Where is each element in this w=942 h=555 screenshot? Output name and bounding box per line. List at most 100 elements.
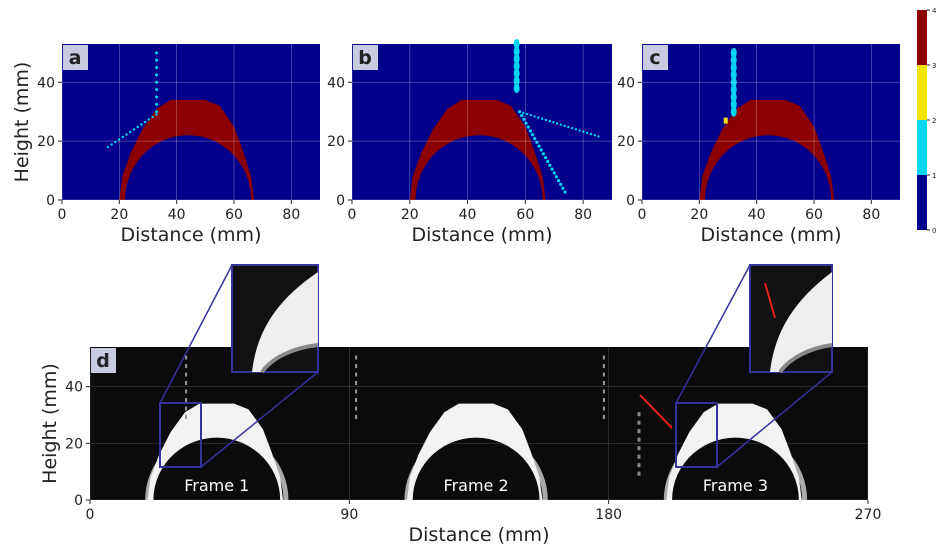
droplet [155,95,159,99]
spray [585,131,589,135]
x-tick-label: 0 [638,207,647,223]
frame-label: Frame 2 [444,476,509,495]
spray [136,125,139,129]
spray [533,136,537,141]
spray [556,178,561,183]
x-tick-label: 80 [574,207,592,223]
droplet [730,106,737,117]
droplet [513,83,520,94]
x-tick-label: 20 [401,207,419,223]
droplet [155,66,159,70]
droplet [355,406,358,411]
droplet [513,53,520,64]
droplet [730,62,737,73]
x-tick-label: 0 [86,507,95,523]
droplet [602,389,605,394]
x-tick-label: 40 [168,207,186,223]
droplet [602,398,605,402]
spray [537,116,540,119]
y-tick-label: 20 [617,134,635,150]
droplet [637,446,641,451]
spray [147,118,151,121]
droplet [602,415,605,419]
y-tick-label: 20 [37,134,55,150]
spray [155,113,158,116]
inset-ring [778,343,833,374]
colorbar-tick-label: 1 [932,172,936,180]
spray [110,143,113,146]
colorbar-segment [917,175,927,230]
x-tick-label: 40 [748,207,766,223]
x-axis-label: Distance (mm) [701,224,842,246]
droplet [730,99,737,110]
droplet [730,55,737,66]
x-tick-label: 40 [459,207,477,223]
dome [666,403,802,500]
droplet [602,364,605,368]
spray [143,120,147,124]
spot [723,117,728,124]
droplet [185,372,188,377]
zoom-box [675,402,718,468]
spray [539,148,543,152]
panel-label-box [91,348,116,373]
spray [548,119,551,123]
droplet [730,47,737,58]
panel-label-box [353,45,378,70]
spray [570,126,574,130]
panel-label-box [643,45,668,70]
spray [589,132,593,136]
panel-label: c [649,47,660,69]
droplet [730,77,737,88]
spray [121,135,124,139]
droplet [155,102,159,106]
x-tick-label: 80 [282,207,300,223]
spray [559,182,563,186]
droplet [730,69,737,80]
droplet [155,88,159,92]
droplet [155,110,159,114]
droplet [355,372,358,377]
spray [561,186,565,190]
spray [129,130,132,134]
droplet [637,412,641,417]
spray [597,135,600,138]
droplet [155,80,159,84]
x-tick-label: 80 [862,207,880,223]
panel-label: d [96,350,110,372]
droplet [637,471,641,476]
droplet [602,355,605,360]
x-tick-label: 180 [595,507,622,523]
spray [106,145,110,149]
y-tick-label: 40 [37,75,55,91]
colorbar-tick-label: 4 [932,7,937,15]
spray [526,125,530,129]
dome [406,403,543,500]
droplet [602,372,605,377]
droplet [602,381,605,385]
y-tick-label: 0 [46,193,55,209]
droplet [513,68,520,79]
spray [517,110,522,114]
spray [544,118,548,122]
y-tick-label: 0 [626,193,635,209]
droplet [602,406,605,411]
x-axis-label: Distance (mm) [409,524,550,546]
dome [699,99,835,200]
x-tick-label: 0 [348,207,357,223]
spray [593,134,596,137]
spray [535,140,539,144]
spray [563,190,567,194]
x-axis-label: Distance (mm) [121,224,262,246]
droplet [513,46,520,57]
spray [550,167,554,171]
droplet [355,355,358,360]
droplet [637,454,641,459]
spray [541,152,545,156]
dome [409,99,546,200]
colorbar-segment [917,120,927,175]
droplet [185,364,188,368]
dome [119,99,255,200]
spray [552,121,555,124]
